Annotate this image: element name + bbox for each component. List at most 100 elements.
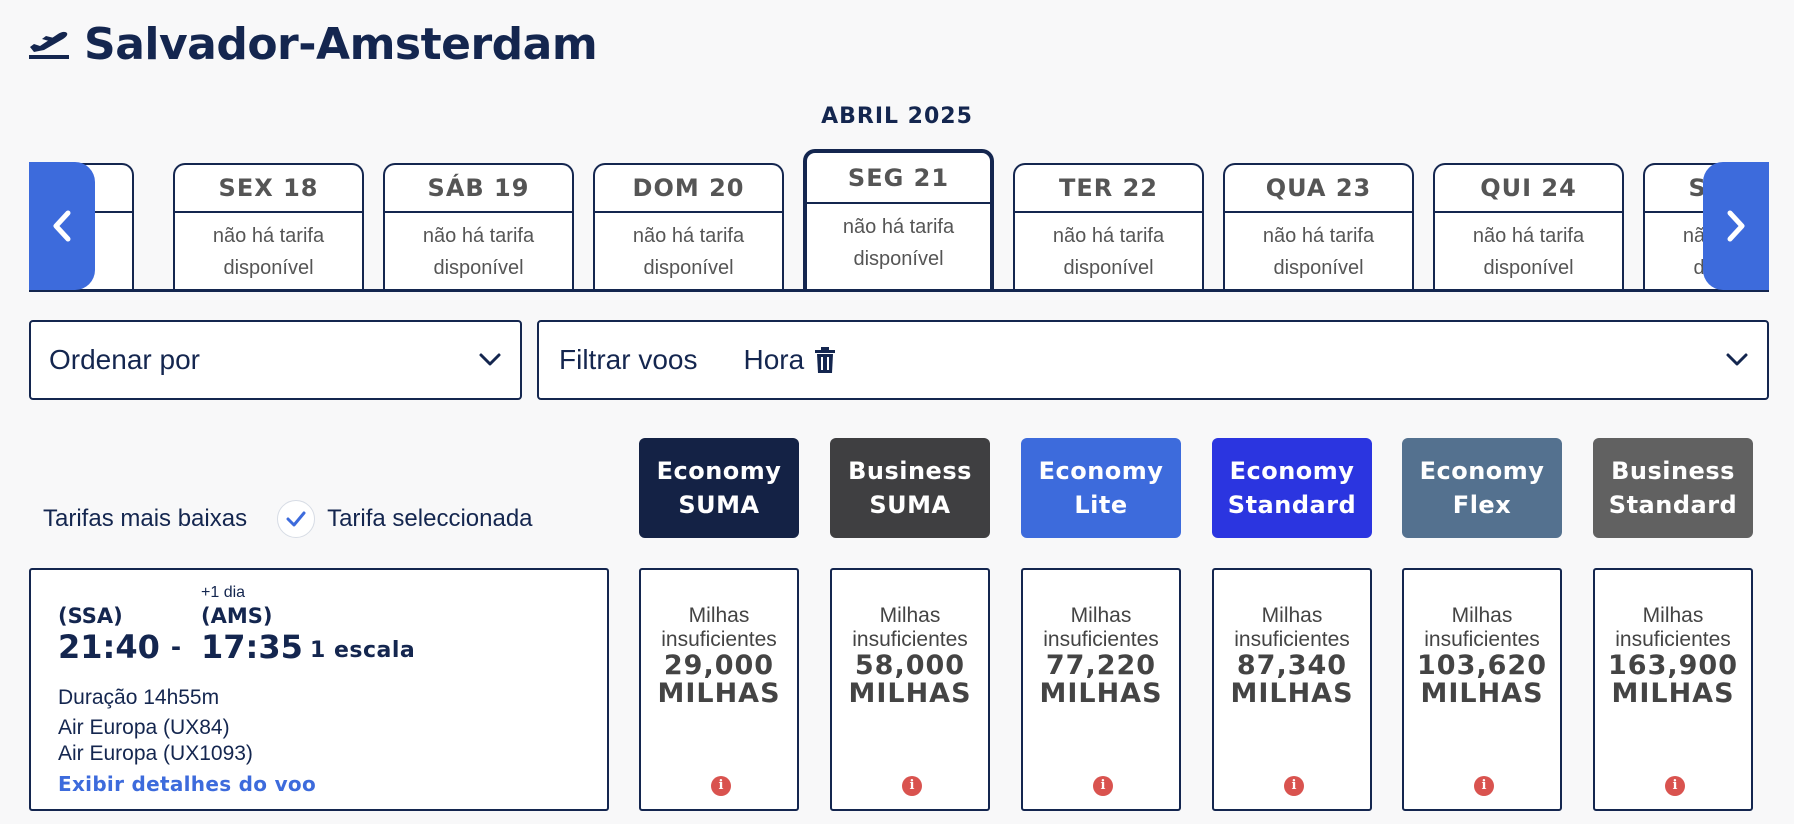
fare-price-cell[interactable]: Milhas insuficientes 77,220 MILHAS i (1021, 568, 1181, 811)
destination-code: (AMS) (201, 604, 273, 628)
chevron-right-icon (1727, 210, 1745, 242)
lowest-fares-label: Tarifas mais baixas (43, 505, 248, 532)
miles-amount: 58,000 (854, 650, 966, 681)
previous-dates-button[interactable] (29, 162, 95, 290)
date-price: não há tarifa disponível (212, 225, 325, 279)
duration: Duração 14h55m (58, 686, 220, 709)
info-icon[interactable]: i (1665, 776, 1685, 796)
fare-price-cell[interactable]: Milhas insuficientes 58,000 MILHAS i (830, 568, 990, 811)
trash-icon[interactable] (814, 347, 836, 373)
info-icon[interactable]: i (1474, 776, 1494, 796)
time-separator: - (171, 630, 181, 663)
plus-day-note: +1 dia (201, 584, 246, 601)
filter-value: Hora (743, 344, 805, 375)
date-price: não há tarifa disponível (842, 216, 955, 270)
page-header: Salvador-Amsterdam (28, 14, 598, 74)
chevron-left-icon (53, 210, 71, 242)
date-tab-sex-18[interactable]: SEX 18 não há tarifa disponível (173, 163, 364, 289)
check-icon (277, 500, 316, 538)
date-label: SEX 18 (175, 165, 362, 213)
date-price: não há tarifa disponível (1052, 225, 1165, 279)
arrival-time: 17:35 (201, 628, 303, 666)
fare-name-line2: SUMA (869, 491, 951, 519)
selected-fare-label: Tarifa seleccionada (327, 505, 533, 532)
sort-select[interactable]: Ordenar por (29, 320, 522, 400)
info-icon[interactable]: i (1284, 776, 1304, 796)
miles-unit: MILHAS (1230, 678, 1354, 709)
date-tab-qui-24[interactable]: QUI 24 não há tarifa disponível (1433, 163, 1624, 289)
date-label: QUI 24 (1435, 165, 1622, 213)
date-label: DOM 20 (595, 165, 782, 213)
fare-header-economy-lite: Economy Lite (1021, 438, 1181, 538)
date-carousel: QUI 17não há tarifa disponívelSEX 18não … (29, 146, 1769, 292)
info-icon[interactable]: i (1093, 776, 1113, 796)
miles-amount: 163,900 (1608, 650, 1738, 681)
fare-price-cell[interactable]: Milhas insuficientes 163,900 MILHAS i (1593, 568, 1753, 811)
fare-name-line1: Economy (1419, 457, 1545, 485)
departure-time: 21:40 (58, 628, 160, 666)
fare-price-cell[interactable]: Milhas insuficientes 87,340 MILHAS i (1212, 568, 1372, 811)
insufficient-miles-note: Milhas insuficientes (1615, 604, 1731, 651)
plane-takeoff-icon (28, 25, 70, 64)
info-icon[interactable]: i (711, 776, 731, 796)
fare-legend: Tarifas mais baixas Tarifa seleccionada (43, 500, 533, 538)
segment-2: Air Europa (UX1093) (58, 742, 253, 765)
sort-label: Ordenar por (49, 344, 200, 375)
fare-price-cell[interactable]: Milhas insuficientes 103,620 MILHAS i (1402, 568, 1562, 811)
fare-name-line1: Business (1611, 457, 1735, 485)
miles-unit: MILHAS (1039, 678, 1163, 709)
fare-name-line1: Economy (1038, 457, 1164, 485)
date-label: SEG 21 (807, 153, 990, 204)
stops-label: 1 escala (310, 638, 416, 663)
date-label: TER 22 (1015, 165, 1202, 213)
date-price: não há tarifa disponível (1472, 225, 1585, 279)
fare-price-cell[interactable]: Milhas insuficientes 29,000 MILHAS i (639, 568, 799, 811)
next-dates-button[interactable] (1703, 162, 1769, 290)
date-tab-seg-21[interactable]: SEG 21 não há tarifa disponível (803, 149, 994, 289)
miles-amount: 77,220 (1045, 650, 1157, 681)
origin-code: (SSA) (58, 604, 123, 628)
miles-unit: MILHAS (1420, 678, 1544, 709)
segment-1: Air Europa (UX84) (58, 716, 230, 739)
miles-amount: 87,340 (1236, 650, 1348, 681)
miles-amount: 103,620 (1417, 650, 1547, 681)
flight-card[interactable]: +1 dia (SSA) (AMS) 21:40 - 17:35 1 escal… (29, 568, 609, 811)
fare-header-economy-flex: Economy Flex (1402, 438, 1562, 538)
fare-header-business-standard: Business Standard (1593, 438, 1753, 538)
fare-header-economy-suma: Economy SUMA (639, 438, 799, 538)
page-title: Salvador-Amsterdam (84, 18, 598, 70)
fare-header-business-suma: Business SUMA (830, 438, 990, 538)
date-price: não há tarifa disponível (422, 225, 535, 279)
date-tab-dom-20[interactable]: DOM 20 não há tarifa disponível (593, 163, 784, 289)
insufficient-miles-note: Milhas insuficientes (852, 604, 968, 651)
miles-amount: 29,000 (663, 650, 775, 681)
fare-name-line2: Flex (1452, 491, 1512, 519)
calendar-month: ABRIL 2025 (821, 104, 973, 129)
chevron-down-icon (479, 353, 501, 366)
fare-name-line2: SUMA (678, 491, 760, 519)
fare-name-line1: Economy (1229, 457, 1355, 485)
info-icon[interactable]: i (902, 776, 922, 796)
date-price: não há tarifa disponível (632, 225, 745, 279)
fare-name-line1: Economy (656, 457, 782, 485)
fare-name-line2: Standard (1227, 491, 1357, 519)
date-tab-qua-23[interactable]: QUA 23 não há tarifa disponível (1223, 163, 1414, 289)
fare-name-line2: Standard (1608, 491, 1738, 519)
insufficient-miles-note: Milhas insuficientes (661, 604, 777, 651)
insufficient-miles-note: Milhas insuficientes (1424, 604, 1540, 651)
fare-name-line2: Lite (1074, 491, 1128, 519)
date-price: não há tarifa disponível (1262, 225, 1375, 279)
miles-unit: MILHAS (848, 678, 972, 709)
miles-unit: MILHAS (657, 678, 781, 709)
date-tab-ter-22[interactable]: TER 22 não há tarifa disponível (1013, 163, 1204, 289)
fare-header-economy-standard: Economy Standard (1212, 438, 1372, 538)
filter-label: Filtrar voos (559, 344, 698, 375)
filter-select[interactable]: Filtrar voos Hora (537, 320, 1769, 400)
fare-name-line1: Business (848, 457, 972, 485)
flight-details-link[interactable]: Exibir detalhes do voo (58, 772, 317, 796)
insufficient-miles-note: Milhas insuficientes (1043, 604, 1159, 651)
miles-unit: MILHAS (1611, 678, 1735, 709)
date-tab-sáb-19[interactable]: SÁB 19 não há tarifa disponível (383, 163, 574, 289)
chevron-down-icon (1725, 352, 1749, 368)
date-label: QUA 23 (1225, 165, 1412, 213)
